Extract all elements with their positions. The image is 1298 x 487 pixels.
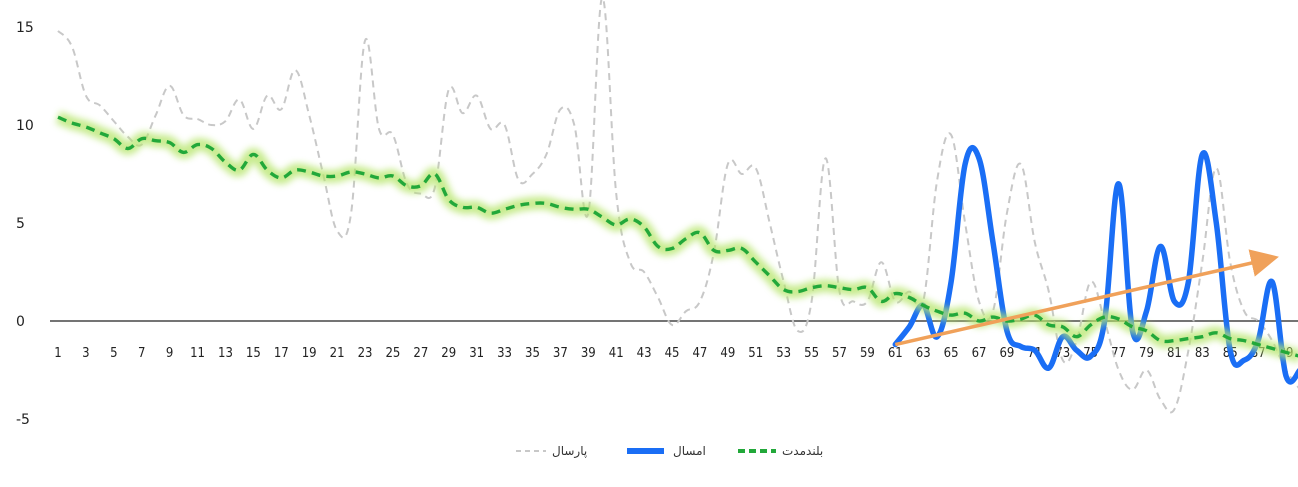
- x-tick-label: 49: [720, 346, 735, 361]
- x-tick-label: 17: [274, 346, 289, 361]
- x-tick-label: 9: [166, 346, 173, 361]
- x-tick-label: 25: [385, 346, 400, 361]
- x-tick-label: 39: [581, 346, 596, 361]
- x-tick-label: 43: [637, 346, 652, 361]
- x-tick-label: 63: [916, 346, 931, 361]
- series-line-long-term: [57, 115, 1298, 358]
- x-tick-label: 59: [860, 346, 875, 361]
- x-tick-label: 15: [246, 346, 261, 361]
- x-tick-label: 19: [302, 346, 317, 361]
- x-tick-label: 57: [832, 346, 847, 361]
- legend-label-this-year: امسال: [673, 444, 706, 458]
- x-tick-label: 55: [804, 346, 819, 361]
- x-tick-label: 29: [441, 346, 456, 361]
- x-tick-label: 47: [692, 346, 707, 361]
- x-tick-label: 31: [469, 346, 484, 361]
- y-tick-label: 0: [16, 314, 25, 330]
- x-tick-label: 61: [888, 346, 903, 361]
- legend-label-long-term: بلندمدت: [782, 444, 823, 458]
- x-tick-label: 33: [497, 346, 512, 361]
- x-tick-label: 35: [525, 346, 540, 361]
- x-tick-label: 23: [358, 346, 373, 361]
- series-line-this-year: [892, 144, 1298, 385]
- x-tick-label: 13: [218, 346, 233, 361]
- legend: پارسال امسال بلندمدت: [516, 444, 823, 459]
- x-tick-label: 81: [1167, 346, 1182, 361]
- x-tick-label: 67: [972, 346, 987, 361]
- x-tick-label: 1: [54, 346, 61, 361]
- y-tick-label: 15: [16, 20, 34, 36]
- y-tick-label: 5: [16, 216, 25, 232]
- trend-arrow: [894, 249, 1279, 347]
- x-tick-label: 21: [330, 346, 345, 361]
- y-tick-label: -5: [16, 412, 30, 428]
- y-tick-label: 10: [16, 118, 34, 134]
- x-tick-label: 3: [82, 346, 89, 361]
- x-tick-label: 79: [1139, 346, 1154, 361]
- series-line-last-year: [57, 0, 1298, 414]
- x-tick-label: 27: [413, 346, 428, 361]
- x-tick-label: 37: [553, 346, 568, 361]
- x-tick-label: 77: [1111, 346, 1126, 361]
- x-tick-label: 11: [190, 346, 205, 361]
- x-tick-label: 45: [665, 346, 680, 361]
- x-tick-label: 65: [944, 346, 959, 361]
- x-tick-label: 69: [999, 346, 1014, 361]
- x-tick-label: 5: [110, 346, 117, 361]
- x-tick-label: 83: [1195, 346, 1210, 361]
- legend-label-last-year: پارسال: [552, 444, 587, 459]
- x-tick-label: 41: [609, 346, 624, 361]
- x-tick-label: 7: [138, 346, 145, 361]
- x-tick-label: 51: [748, 346, 763, 361]
- x-tick-label: 53: [776, 346, 791, 361]
